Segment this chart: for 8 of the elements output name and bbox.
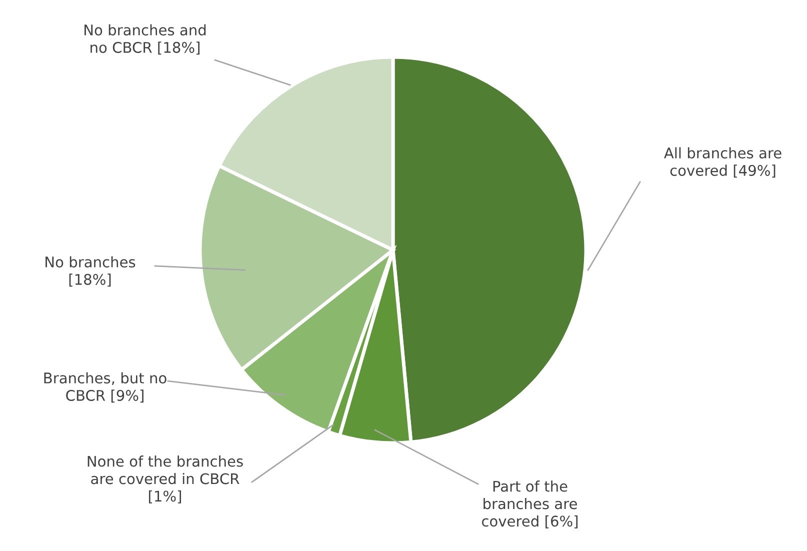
data-label: [18%] [69,274,111,287]
slice-label: No branches and no CBCR [18%] [84,24,206,55]
data-label: [1%] [148,490,182,504]
slice-label: None of the branches are covered in CBCR [88,456,243,484]
slice-label: All branches are covered [49%] [664,147,782,178]
slice-label: No branches [46,256,136,268]
slice-label: Part of the branches are covered [6%] [482,480,578,528]
slice-label: Branches, but no CBCR [9%] [44,372,166,403]
